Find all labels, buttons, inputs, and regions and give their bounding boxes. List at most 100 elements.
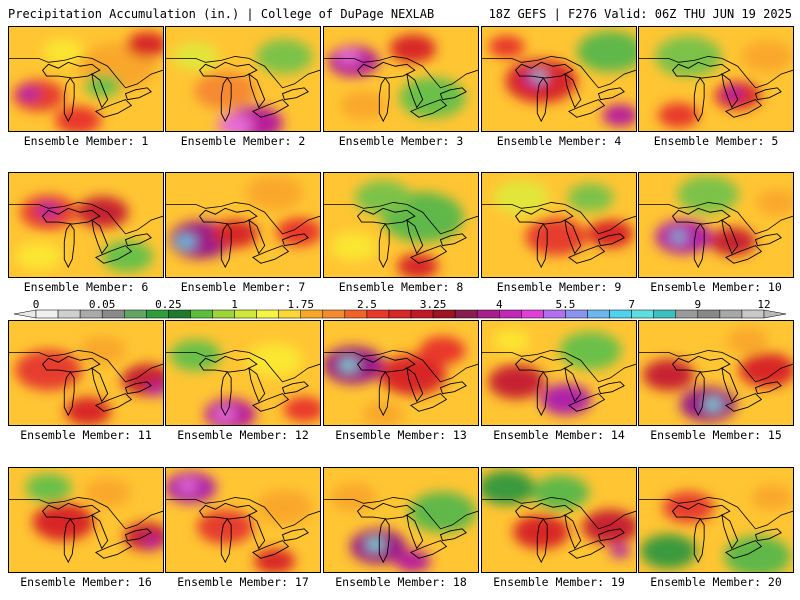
ensemble-member-map bbox=[481, 26, 637, 132]
great-lakes-outline bbox=[406, 73, 424, 109]
great-lakes-outline bbox=[409, 245, 448, 264]
colorbar-tick-label: 4 bbox=[496, 298, 503, 311]
precip-blob bbox=[567, 183, 614, 212]
colorbar-swatch bbox=[344, 309, 368, 319]
colorbar-swatch bbox=[432, 309, 456, 319]
precip-field bbox=[9, 321, 163, 425]
ensemble-member-map bbox=[481, 467, 637, 573]
great-lakes-outline bbox=[220, 518, 232, 564]
colorbar-tick-label: 1 bbox=[231, 298, 238, 311]
colorbar-swatch bbox=[521, 309, 544, 319]
great-lakes-outline bbox=[671, 502, 731, 520]
precip-blob bbox=[493, 329, 530, 352]
precip-blob bbox=[17, 86, 41, 101]
colorbar-swatch bbox=[543, 309, 566, 319]
great-lakes-outline bbox=[754, 233, 782, 247]
great-lakes-outline bbox=[721, 73, 739, 109]
great-lakes-outline bbox=[409, 540, 448, 559]
great-lakes-outline bbox=[248, 219, 266, 255]
precip-field bbox=[482, 321, 636, 425]
border-outline bbox=[166, 350, 320, 383]
great-lakes-outline bbox=[439, 87, 467, 101]
precip-field bbox=[324, 321, 478, 425]
great-lakes-outline bbox=[281, 381, 309, 395]
precip-blob bbox=[739, 352, 793, 388]
great-lakes-outline bbox=[356, 61, 416, 79]
precip-field bbox=[639, 468, 793, 572]
precip-field bbox=[639, 27, 793, 131]
ensemble-member-label: Ensemble Member: 19 bbox=[493, 575, 625, 589]
great-lakes-outline bbox=[564, 73, 582, 109]
precip-field bbox=[482, 468, 636, 572]
ensemble-member-map bbox=[481, 320, 637, 426]
colorbar-swatch bbox=[388, 309, 412, 319]
ensemble-member-map bbox=[323, 467, 479, 573]
precip-blob bbox=[488, 364, 545, 400]
border-outline bbox=[482, 56, 636, 89]
precip-blob bbox=[709, 227, 756, 256]
great-lakes-outline bbox=[91, 219, 109, 255]
colorbar-swatch bbox=[212, 309, 235, 319]
great-lakes-outline bbox=[41, 61, 101, 79]
great-lakes-outline bbox=[564, 514, 582, 550]
precip-field bbox=[639, 173, 793, 277]
ensemble-member-map bbox=[638, 320, 794, 426]
ensemble-member-map bbox=[165, 172, 321, 278]
precip-field bbox=[639, 321, 793, 425]
precip-blob bbox=[55, 106, 102, 131]
colorbar-swatch bbox=[146, 309, 169, 319]
ensemble-member-label: Ensemble Member: 4 bbox=[496, 134, 622, 148]
colorbar-swatch bbox=[697, 309, 721, 319]
great-lakes-outline bbox=[724, 245, 763, 264]
ensemble-member-label: Ensemble Member: 1 bbox=[23, 134, 149, 148]
great-lakes-outline bbox=[94, 393, 133, 412]
ensemble-member-map bbox=[165, 320, 321, 426]
precip-blob bbox=[79, 336, 126, 365]
precip-blob bbox=[194, 71, 257, 110]
great-lakes-outline bbox=[724, 540, 763, 559]
precip-blob bbox=[399, 77, 466, 119]
great-lakes-outline bbox=[198, 207, 258, 225]
colorbar-swatch bbox=[57, 309, 81, 319]
precip-blob bbox=[756, 189, 793, 215]
great-lakes-outline bbox=[536, 518, 548, 564]
precip-blob bbox=[337, 49, 361, 64]
precip-blob bbox=[84, 478, 131, 507]
precip-blob bbox=[256, 489, 313, 525]
border-outline bbox=[166, 202, 320, 235]
colorbar-tick-label: 5.5 bbox=[556, 298, 576, 311]
ensemble-member-label: Ensemble Member: 7 bbox=[180, 280, 306, 294]
great-lakes-outline bbox=[281, 528, 309, 542]
colorbar-swatch bbox=[366, 309, 390, 319]
ensemble-member-map bbox=[165, 467, 321, 573]
precip-blob bbox=[175, 235, 197, 248]
border-outline bbox=[9, 56, 163, 89]
colorbar-swatch bbox=[410, 309, 434, 319]
great-lakes-outline bbox=[94, 540, 133, 559]
colorbar-tick-label: 2.5 bbox=[357, 298, 377, 311]
great-lakes-outline bbox=[567, 99, 606, 118]
colorbar-swatch bbox=[565, 309, 588, 319]
precip-blob bbox=[32, 503, 95, 541]
precip-field bbox=[9, 173, 163, 277]
precip-blob bbox=[512, 514, 570, 550]
precip-blob bbox=[704, 398, 723, 410]
great-lakes-outline bbox=[693, 223, 705, 269]
precip-blob bbox=[254, 548, 296, 572]
precip-blob bbox=[727, 328, 769, 354]
colorbar-swatch bbox=[123, 309, 147, 319]
great-lakes-outline bbox=[91, 73, 109, 109]
colorbar-tick-label: 12 bbox=[757, 298, 770, 311]
great-lakes-outline bbox=[597, 87, 625, 101]
colorbar-swatch bbox=[631, 309, 654, 319]
precip-blob bbox=[177, 479, 198, 492]
ensemble-member-label: Ensemble Member: 15 bbox=[650, 428, 782, 442]
great-lakes-outline bbox=[251, 245, 290, 264]
precip-blob bbox=[84, 74, 121, 97]
great-lakes-outline bbox=[514, 207, 574, 225]
great-lakes-outline bbox=[671, 61, 731, 79]
border-outline bbox=[639, 56, 793, 89]
colorbar-swatch bbox=[609, 309, 632, 319]
great-lakes-outline bbox=[124, 233, 152, 247]
ensemble-member-label: Ensemble Member: 3 bbox=[338, 134, 464, 148]
